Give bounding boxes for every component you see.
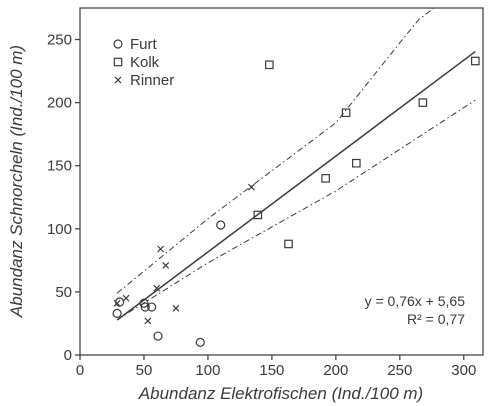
x-tick-label: 150 <box>259 362 284 379</box>
point-kolk <box>418 98 428 107</box>
point-rinner <box>122 294 130 302</box>
y-tick-label: 0 <box>64 347 72 364</box>
x-tick-label: 0 <box>76 362 84 379</box>
legend-label-kolk: Kolk <box>130 54 160 71</box>
point-rinner <box>157 245 165 253</box>
point-furt <box>216 220 226 230</box>
confidence-band <box>116 8 476 321</box>
x-tick-label: 100 <box>195 362 220 379</box>
point-furt <box>139 298 149 308</box>
x-tick-label: 250 <box>387 362 412 379</box>
legend-label-rinner: Rinner <box>130 72 174 89</box>
point-kolk <box>471 56 480 66</box>
regression-equation: y = 0,76x + 5,65 <box>365 293 466 309</box>
confidence-band-upper <box>116 8 435 294</box>
point-furt <box>112 308 122 318</box>
legend-label-furt: Furt <box>130 36 158 53</box>
regression-line-group <box>116 50 476 321</box>
legend-marker-rinner <box>114 76 122 84</box>
point-rinner <box>172 304 180 312</box>
plot-area-frame <box>79 7 484 356</box>
y-tick-label: 250 <box>47 32 72 49</box>
point-kolk <box>284 239 293 249</box>
point-furt <box>147 302 157 312</box>
axis-ticks: 0 50 100 150 200 250 300 0 50 100 150 200 250 <box>47 32 476 379</box>
point-kolk <box>352 158 361 168</box>
point-rinner <box>162 261 170 269</box>
point-kolk <box>341 108 351 118</box>
x-tick-label: 50 <box>136 362 153 379</box>
y-tick-label: 150 <box>47 158 72 175</box>
y-axis-label: Abundanz Schnorcheln (Ind./100 m) <box>7 45 26 318</box>
legend-marker-furt <box>113 39 123 49</box>
y-tick-label: 200 <box>47 95 72 112</box>
y-tick-label: 100 <box>47 221 72 238</box>
point-kolk <box>265 60 274 70</box>
r-squared-label: R² = 0,77 <box>407 311 465 327</box>
point-kolk <box>253 210 263 220</box>
point-furt <box>115 297 125 307</box>
point-rinner <box>153 284 161 292</box>
x-tick-label: 200 <box>323 362 348 379</box>
point-furt <box>140 302 150 312</box>
x-axis-label: Abundanz Elektrofischen (Ind./100 m) <box>138 384 423 403</box>
x-tick-label: 300 <box>451 362 476 379</box>
regression-line <box>116 50 476 321</box>
point-furt <box>153 331 163 341</box>
point-rinner <box>248 183 255 191</box>
point-rinner <box>113 299 121 307</box>
point-rinner <box>144 317 152 325</box>
point-furt <box>195 337 205 347</box>
data-points <box>112 56 480 347</box>
legend-marker-kolk <box>113 57 123 67</box>
confidence-band-lower <box>116 99 476 321</box>
y-tick-label: 50 <box>55 284 72 301</box>
point-kolk <box>321 174 330 183</box>
